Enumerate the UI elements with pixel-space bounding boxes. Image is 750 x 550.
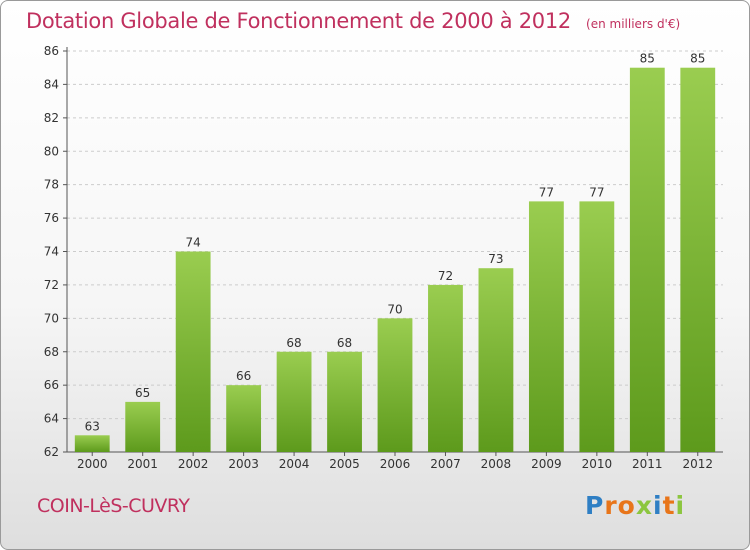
bar-value-label: 65: [135, 386, 150, 400]
bar: [579, 201, 615, 452]
bar: [528, 201, 564, 452]
commune-name: COIN-LèS-CUVRY: [37, 495, 190, 517]
logo-letter-6: i: [675, 491, 686, 520]
y-tick-label: 80: [44, 144, 59, 158]
logo-letter-3: x: [635, 491, 653, 520]
bar: [327, 351, 362, 452]
bar: [226, 385, 262, 452]
x-tick-label: 2000: [77, 457, 108, 471]
x-tick-label: 2010: [582, 457, 613, 471]
logo-letter-5: t: [662, 491, 676, 520]
x-tick-label: 2009: [531, 457, 562, 471]
x-tick-label: 2001: [127, 457, 158, 471]
y-tick-label: 72: [44, 278, 59, 292]
y-tick-label: 86: [44, 44, 59, 58]
bar-value-label: 77: [589, 185, 604, 199]
x-tick-label: 2006: [380, 457, 411, 471]
y-tick-label: 70: [44, 311, 59, 325]
bar-value-label: 70: [387, 302, 402, 316]
bar: [629, 67, 665, 452]
bar: [377, 318, 413, 452]
proxiti-logo: Proxiti: [585, 491, 685, 520]
bar: [478, 268, 514, 452]
logo-letter-0: P: [585, 491, 605, 520]
bar-value-label: 77: [539, 185, 554, 199]
x-tick-label: 2011: [632, 457, 663, 471]
y-tick-label: 74: [44, 245, 59, 259]
y-tick-label: 68: [44, 345, 59, 359]
x-tick-label: 2012: [682, 457, 713, 471]
x-tick-label: 2008: [481, 457, 512, 471]
bar: [125, 401, 161, 452]
bar: [680, 67, 716, 452]
bar-value-label: 68: [286, 336, 301, 350]
y-tick-label: 62: [44, 445, 59, 459]
logo-letter-4: i: [653, 491, 663, 520]
bar-value-label: 74: [186, 236, 201, 250]
bar-value-label: 85: [690, 52, 705, 66]
unit-note: (en milliers d'€): [586, 17, 681, 31]
x-tick-label: 2003: [228, 457, 259, 471]
y-tick-label: 84: [44, 77, 59, 91]
bar: [428, 284, 463, 452]
bar-value-label: 63: [85, 419, 100, 433]
x-tick-label: 2002: [178, 457, 209, 471]
y-tick-label: 76: [44, 211, 59, 225]
bar-value-label: 73: [488, 252, 503, 266]
x-tick-label: 2005: [329, 457, 360, 471]
y-tick-label: 82: [44, 111, 59, 125]
bar: [74, 435, 110, 452]
bar-value-label: 66: [236, 369, 251, 383]
y-tick-label: 64: [44, 412, 59, 426]
bar: [175, 251, 211, 452]
x-tick-label: 2007: [430, 457, 461, 471]
bar-value-label: 85: [640, 52, 655, 66]
bar: [276, 351, 312, 452]
y-tick-label: 78: [44, 178, 59, 192]
bar-value-label: 68: [337, 336, 352, 350]
logo-letter-2: o: [617, 491, 636, 520]
y-tick-label: 66: [44, 378, 59, 392]
logo-letter-1: r: [604, 491, 618, 520]
bar-value-label: 72: [438, 269, 453, 283]
x-tick-label: 2004: [279, 457, 310, 471]
chart-title: Dotation Globale de Fonctionnement de 20…: [26, 9, 571, 33]
chart-title-block: Dotation Globale de Fonctionnement de 20…: [26, 9, 680, 33]
